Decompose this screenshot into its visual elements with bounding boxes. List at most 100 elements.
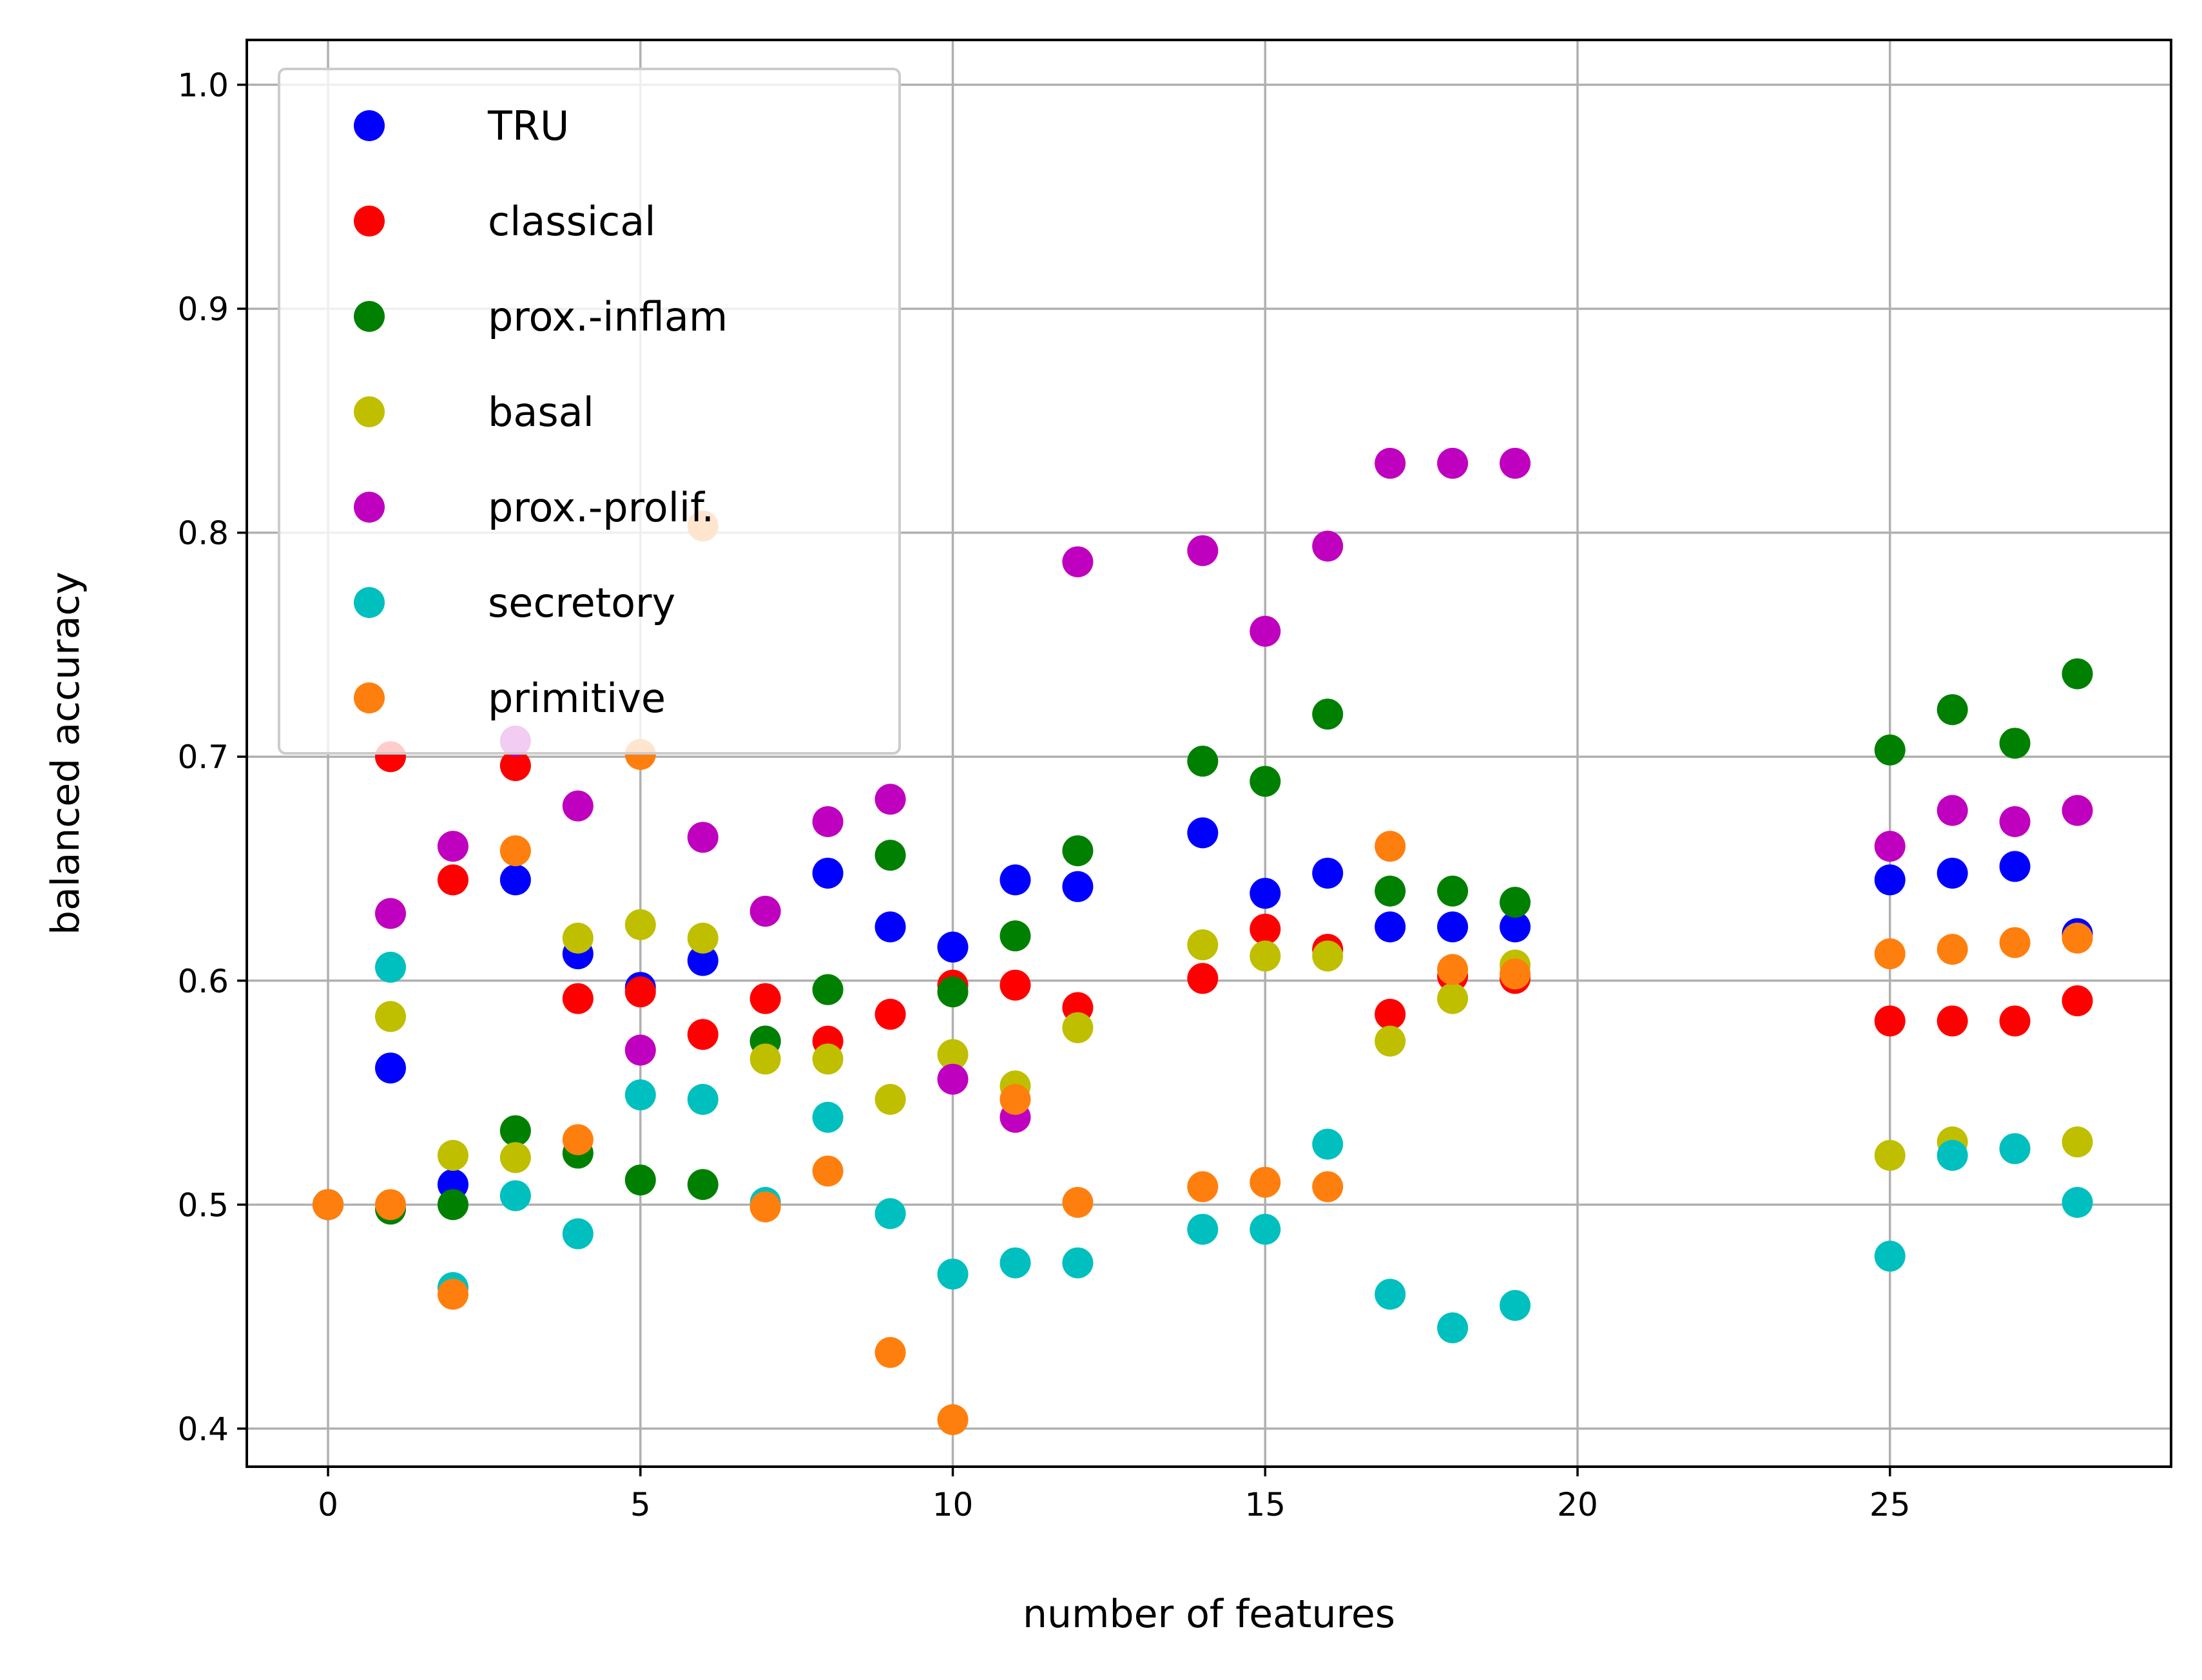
data-point-prox.-prolif. [624,1034,656,1066]
x-tick-label: 0 [318,1486,338,1523]
data-point-primitive [313,1189,344,1221]
data-point-primitive [937,1404,969,1436]
data-point-basal [374,1001,406,1032]
legend-label: prox.-inflam [488,293,728,340]
data-point-prox.-inflam [1062,835,1094,867]
data-point-basal [1187,929,1219,961]
data-point-secretory [687,1083,719,1115]
legend-label: prox.-prolif. [488,484,714,531]
data-point-basal [1375,1025,1406,1057]
data-point-primitive [2062,922,2093,954]
legend-marker [354,492,385,523]
data-point-prox.-prolif. [874,784,906,815]
data-point-prox.-prolif. [437,831,468,862]
data-point-TRU [1999,851,2031,882]
data-point-TRU [1062,871,1094,902]
data-point-TRU [1187,817,1219,849]
data-point-TRU [374,1052,406,1084]
data-point-basal [1437,983,1469,1014]
data-point-TRU [1874,864,1906,896]
data-point-basal [1312,940,1344,972]
x-tick-label: 10 [932,1486,974,1523]
data-point-secretory [2062,1186,2093,1218]
y-axis-label: balanced accuracy [43,572,88,935]
data-point-basal [874,1083,906,1115]
data-point-classical [874,998,906,1030]
data-point-prox.-inflam [437,1189,468,1221]
data-point-classical [1250,913,1281,945]
data-point-TRU [499,864,531,896]
data-point-secretory [1375,1279,1406,1310]
data-point-prox.-prolif. [937,1063,969,1095]
data-point-classical [437,864,468,896]
data-point-TRU [1936,857,1968,889]
plot-frame [246,39,2172,1468]
data-point-classical [1874,1005,1906,1037]
data-point-TRU [937,931,969,963]
data-points [313,447,2093,1436]
y-tick-label: 0.4 [177,1411,229,1448]
y-tick-label: 0.7 [177,739,229,776]
data-point-TRU [687,945,719,976]
data-point-basal [1062,1012,1094,1043]
x-tick-label: 5 [630,1486,651,1523]
data-point-primitive [1375,831,1406,862]
x-tick-label: 25 [1869,1486,1911,1523]
data-point-primitive [1250,1166,1281,1198]
data-point-secretory [1062,1247,1094,1279]
y-tick-label: 0.5 [177,1186,229,1224]
data-point-prox.-inflam [1437,875,1469,907]
legend-marker [354,682,385,713]
data-point-prox.-prolif. [1312,530,1344,562]
data-point-primitive [1936,934,1968,965]
data-point-secretory [562,1218,594,1250]
data-point-primitive [562,1124,594,1155]
data-point-primitive [1437,954,1469,985]
data-point-prox.-prolif. [1437,447,1469,479]
data-point-prox.-inflam [2062,658,2093,690]
data-point-TRU [1437,911,1469,943]
data-point-basal [437,1139,468,1171]
data-point-TRU [812,857,844,889]
data-point-classical [624,976,656,1008]
legend-marker [354,301,385,332]
data-point-primitive [374,1189,406,1221]
data-point-secretory [1312,1128,1344,1160]
data-point-secretory [1437,1312,1469,1344]
data-point-secretory [1187,1213,1219,1245]
data-point-primitive [1062,1186,1094,1218]
data-point-TRU [1375,911,1406,943]
data-point-classical [562,983,594,1014]
data-point-prox.-inflam [1375,875,1406,907]
legend: TRU classical prox.-inflam basal prox.-proli… [278,68,901,755]
data-point-prox.-inflam [687,1169,719,1201]
data-point-secretory [1250,1213,1281,1245]
data-point-basal [937,1039,969,1070]
data-point-classical [1375,998,1406,1030]
data-point-classical [749,983,781,1014]
data-point-prox.-prolif. [2062,795,2093,826]
data-point-primitive [874,1337,906,1368]
data-point-prox.-inflam [812,974,844,1005]
axis-ticks: 0 5 10 15 20 25 0.4 0.5 0.6 0.7 0.8 0.9 1.0 [177,67,1910,1523]
data-point-classical [1999,1005,2031,1037]
x-tick-label: 20 [1557,1486,1598,1523]
data-point-prox.-prolif. [562,790,594,822]
data-point-prox.-inflam [874,840,906,871]
data-point-primitive [437,1279,468,1310]
data-point-basal [624,909,656,940]
data-point-basal [562,922,594,954]
data-point-primitive [812,1155,844,1187]
data-point-secretory [624,1079,656,1111]
y-tick-label: 0.9 [177,291,229,328]
data-point-basal [812,1043,844,1075]
data-point-prox.-inflam [1000,920,1031,952]
data-point-prox.-prolif. [1500,447,1531,479]
legend-marker [354,396,385,427]
x-tick-label: 15 [1244,1486,1286,1523]
data-point-prox.-inflam [1312,699,1344,730]
data-point-prox.-prolif. [812,806,844,838]
data-point-TRU [1312,857,1344,889]
data-point-basal [1250,940,1281,972]
